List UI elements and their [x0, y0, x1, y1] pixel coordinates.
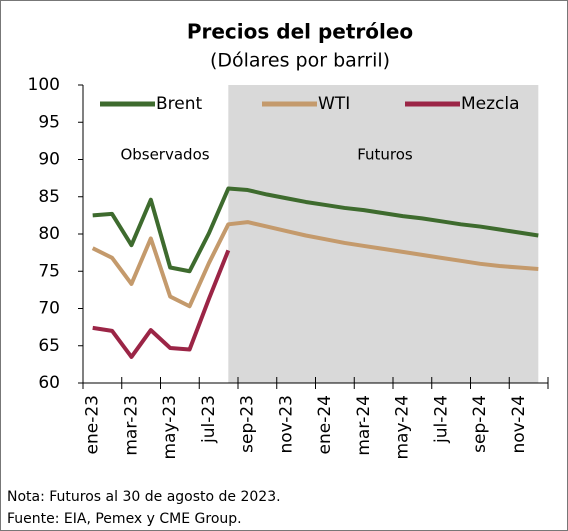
x-tick-label: may-24: [393, 395, 413, 460]
series-line: [92, 249, 231, 359]
x-tick-label: mar-23: [121, 395, 141, 456]
series-line: [92, 186, 539, 274]
x-tick-label: nov-24: [509, 395, 529, 454]
legend-label: Mezcla: [461, 94, 520, 114]
x-tick-label: mar-24: [354, 395, 374, 456]
note: Nota: Futuros al 30 de agosto de 2023.: [7, 489, 281, 505]
series-line: [91, 220, 539, 309]
x-tick-label: sep-23: [238, 395, 258, 453]
x-tick-label: nov-23: [276, 395, 296, 454]
x-tick-label: may-23: [160, 395, 180, 460]
legend-label: Brent: [156, 94, 203, 114]
x-tick-label: jul-24: [431, 395, 451, 444]
chart-title: Precios del petróleo: [187, 20, 413, 44]
chart-subtitle: (Dólares por barril): [210, 50, 390, 72]
x-tick-label: ene-24: [315, 395, 335, 454]
y-tick-label: 100: [28, 75, 60, 95]
x-tick-label: ene-23: [83, 395, 103, 454]
y-tick-label: 95: [38, 112, 60, 132]
note: Fuente: EIA, Pemex y CME Group.: [7, 511, 242, 527]
y-tick-label: 85: [38, 187, 60, 207]
y-tick-label: 90: [38, 150, 60, 170]
y-tick-label: 80: [38, 224, 60, 244]
legend-label: WTI: [318, 94, 350, 114]
x-tick-label: sep-24: [470, 395, 490, 453]
y-tick-label: 75: [38, 261, 60, 281]
y-tick-label: 70: [38, 299, 60, 319]
annotation: Observados: [120, 146, 209, 164]
y-tick-label: 65: [38, 336, 60, 356]
y-tick-label: 60: [38, 373, 60, 393]
x-tick-label: jul-23: [199, 395, 219, 444]
annotation: Futuros: [357, 146, 413, 164]
forecast-shade: [228, 85, 539, 383]
